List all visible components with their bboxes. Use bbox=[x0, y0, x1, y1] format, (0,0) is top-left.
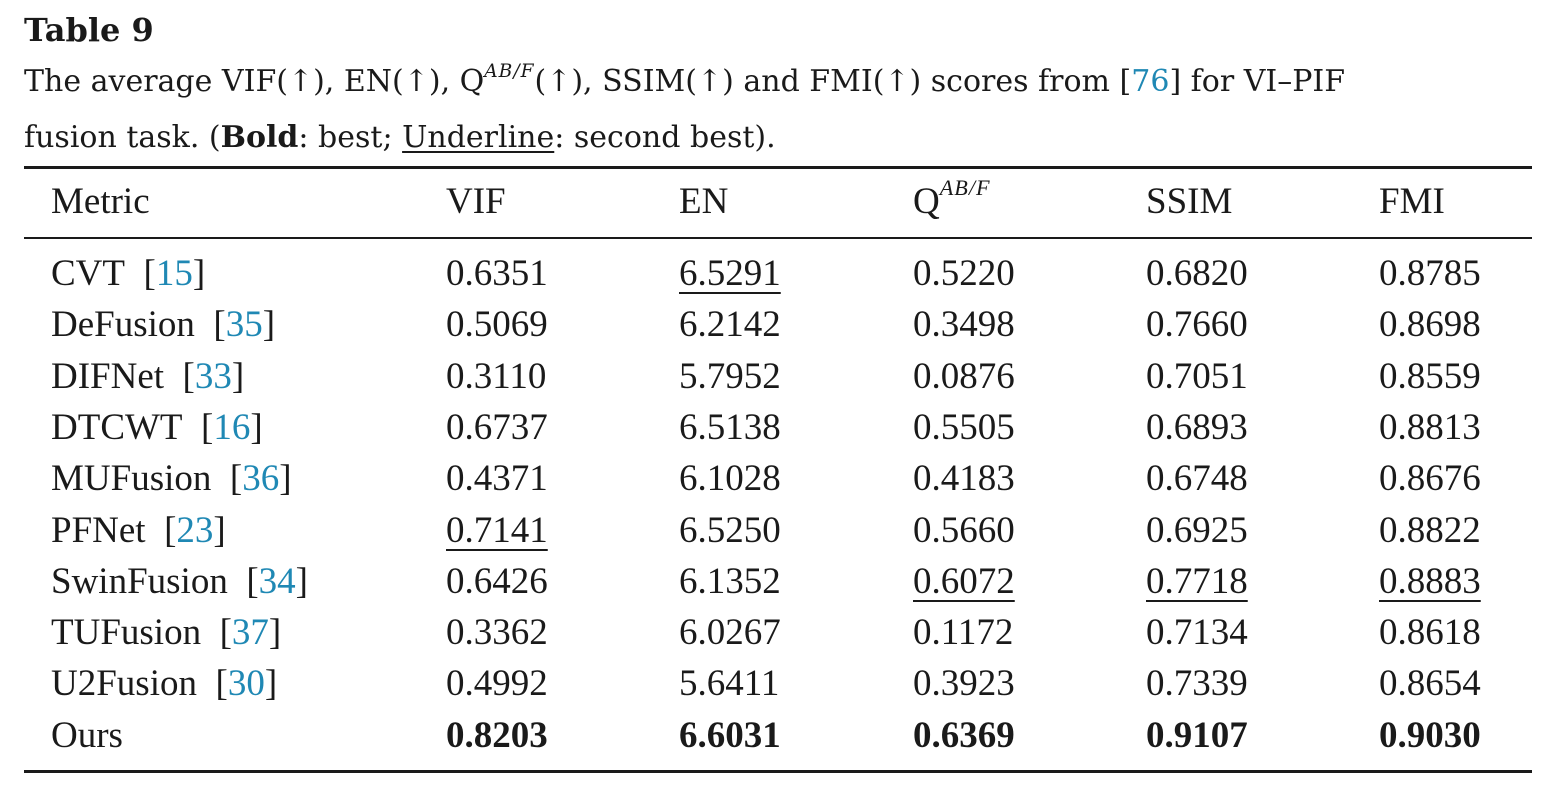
method-citation-link[interactable]: 16 bbox=[213, 406, 251, 448]
score-fmi: 0.8883 bbox=[1379, 560, 1481, 602]
header-metric: Metric bbox=[51, 181, 150, 222]
table-row: Ours 0.8203 6.6031 0.6369 0.9107 0.9030 bbox=[0, 710, 1564, 761]
method-name: DeFusion [35] bbox=[51, 304, 276, 346]
score-q: 0.6072 bbox=[913, 560, 1015, 602]
method-citation-link[interactable]: 30 bbox=[227, 663, 265, 705]
score-ssim: 0.6925 bbox=[1146, 509, 1248, 551]
table-row: DIFNet [33] 0.3110 5.7952 0.0876 0.7051 0.855… bbox=[0, 351, 1564, 402]
method-name: U2Fusion [30] bbox=[51, 663, 278, 705]
score-fmi: 0.8676 bbox=[1379, 458, 1481, 500]
table-row: DeFusion [35] 0.5069 6.2142 0.3498 0.7660 0.8… bbox=[0, 299, 1564, 350]
score-fmi: 0.8618 bbox=[1379, 612, 1481, 654]
score-vif: 0.6351 bbox=[446, 253, 548, 294]
score-ssim: 0.6893 bbox=[1146, 406, 1248, 448]
table-row: DTCWT [16] 0.6737 6.5138 0.5505 0.6893 0.8813 bbox=[0, 402, 1564, 453]
score-en: 6.6031 bbox=[679, 714, 781, 756]
table-row: PFNet [23] 0.7141 6.5250 0.5660 0.6925 0.8822 bbox=[0, 505, 1564, 556]
score-ssim: 0.7660 bbox=[1146, 304, 1248, 346]
table-top-rule bbox=[24, 166, 1532, 169]
table-caption: The average VIF(↑), EN(↑), QAB/F(↑), SSI… bbox=[24, 56, 1532, 164]
method-name: TUFusion [37] bbox=[51, 612, 282, 654]
score-vif: 0.3362 bbox=[446, 612, 548, 654]
score-ssim: 0.7134 bbox=[1146, 612, 1248, 654]
method-citation-link[interactable]: 15 bbox=[155, 253, 193, 294]
caption-line-2: fusion task. (Bold: best; Underline: sec… bbox=[24, 120, 776, 155]
method-citation-link[interactable]: 33 bbox=[194, 355, 232, 397]
score-ssim: 0.9107 bbox=[1146, 714, 1248, 756]
score-vif: 0.4992 bbox=[446, 663, 548, 705]
score-en: 5.7952 bbox=[679, 355, 781, 397]
score-ssim: 0.7051 bbox=[1146, 355, 1248, 397]
score-q: 0.0876 bbox=[913, 355, 1015, 397]
score-fmi: 0.8559 bbox=[1379, 355, 1481, 397]
table-header-rule bbox=[24, 237, 1532, 239]
score-q: 0.5505 bbox=[913, 406, 1015, 448]
caption-underline-word: Underline bbox=[402, 120, 555, 155]
table-label: Table 9 bbox=[24, 11, 154, 49]
score-vif: 0.5069 bbox=[446, 304, 548, 346]
caption-citation-link[interactable]: 76 bbox=[1131, 64, 1170, 99]
header-ssim: SSIM bbox=[1146, 181, 1233, 222]
score-vif: 0.3110 bbox=[446, 355, 547, 397]
table-bottom-rule bbox=[24, 770, 1532, 773]
score-vif: 0.6426 bbox=[446, 560, 548, 602]
score-q: 0.5220 bbox=[913, 253, 1015, 294]
score-q: 0.5660 bbox=[913, 509, 1015, 551]
score-fmi: 0.8654 bbox=[1379, 663, 1481, 705]
score-en: 6.1028 bbox=[679, 458, 781, 500]
method-name: CVT [15] bbox=[51, 253, 206, 294]
table-row: MUFusion [36] 0.4371 6.1028 0.4183 0.6748 0.8… bbox=[0, 453, 1564, 504]
score-q: 0.4183 bbox=[913, 458, 1015, 500]
score-en: 6.1352 bbox=[679, 560, 781, 602]
method-citation-link[interactable]: 34 bbox=[258, 560, 296, 602]
method-name: DIFNet [33] bbox=[51, 355, 245, 397]
score-ssim: 0.7339 bbox=[1146, 663, 1248, 705]
method-citation-link[interactable]: 23 bbox=[176, 509, 214, 551]
caption-segment: The average VIF(↑), EN(↑), QAB/F(↑), SSI… bbox=[24, 61, 1346, 99]
method-name: SwinFusion [34] bbox=[51, 560, 308, 602]
table-row: U2Fusion [30] 0.4992 5.6411 0.3923 0.7339 0.8… bbox=[0, 658, 1564, 709]
score-q: 0.3923 bbox=[913, 663, 1015, 705]
table-row: CVT [15] 0.6351 6.5291 0.5220 0.6820 0.8785 bbox=[0, 248, 1564, 299]
score-q: 0.1172 bbox=[913, 612, 1014, 654]
method-citation-link[interactable]: 36 bbox=[242, 458, 280, 500]
caption-bold-word: Bold bbox=[220, 120, 299, 155]
score-en: 6.2142 bbox=[679, 304, 781, 346]
method-citation-link[interactable]: 37 bbox=[231, 612, 269, 654]
header-fmi: FMI bbox=[1379, 181, 1445, 222]
score-ssim: 0.7718 bbox=[1146, 560, 1248, 602]
score-fmi: 0.8698 bbox=[1379, 304, 1481, 346]
score-fmi: 0.9030 bbox=[1379, 714, 1481, 756]
score-vif: 0.8203 bbox=[446, 714, 548, 756]
score-en: 6.0267 bbox=[679, 612, 781, 654]
score-ssim: 0.6748 bbox=[1146, 458, 1248, 500]
score-en: 5.6411 bbox=[679, 663, 780, 705]
score-en: 6.5250 bbox=[679, 509, 781, 551]
score-en: 6.5138 bbox=[679, 406, 781, 448]
table-row: TUFusion [37] 0.3362 6.0267 0.1172 0.7134 0.8… bbox=[0, 607, 1564, 658]
method-name: MUFusion [36] bbox=[51, 458, 292, 500]
score-ssim: 0.6820 bbox=[1146, 253, 1248, 294]
score-vif: 0.7141 bbox=[446, 509, 548, 551]
score-fmi: 0.8822 bbox=[1379, 509, 1481, 551]
header-q: QAB/F bbox=[913, 175, 991, 222]
score-fmi: 0.8813 bbox=[1379, 406, 1481, 448]
header-en: EN bbox=[679, 181, 729, 222]
caption-line-1: The average VIF(↑), EN(↑), QAB/F(↑), SSI… bbox=[24, 56, 1532, 112]
score-fmi: 0.8785 bbox=[1379, 253, 1481, 294]
score-vif: 0.6737 bbox=[446, 406, 548, 448]
method-name: PFNet [23] bbox=[51, 509, 226, 551]
method-name: Ours bbox=[51, 714, 123, 756]
table-row: SwinFusion [34] 0.6426 6.1352 0.6072 0.7718 0… bbox=[0, 556, 1564, 607]
method-citation-link[interactable]: 35 bbox=[225, 304, 263, 346]
score-q: 0.3498 bbox=[913, 304, 1015, 346]
score-vif: 0.4371 bbox=[446, 458, 548, 500]
score-q: 0.6369 bbox=[913, 714, 1015, 756]
method-name: DTCWT [16] bbox=[51, 406, 263, 448]
score-en: 6.5291 bbox=[679, 253, 781, 294]
header-vif: VIF bbox=[446, 181, 506, 222]
